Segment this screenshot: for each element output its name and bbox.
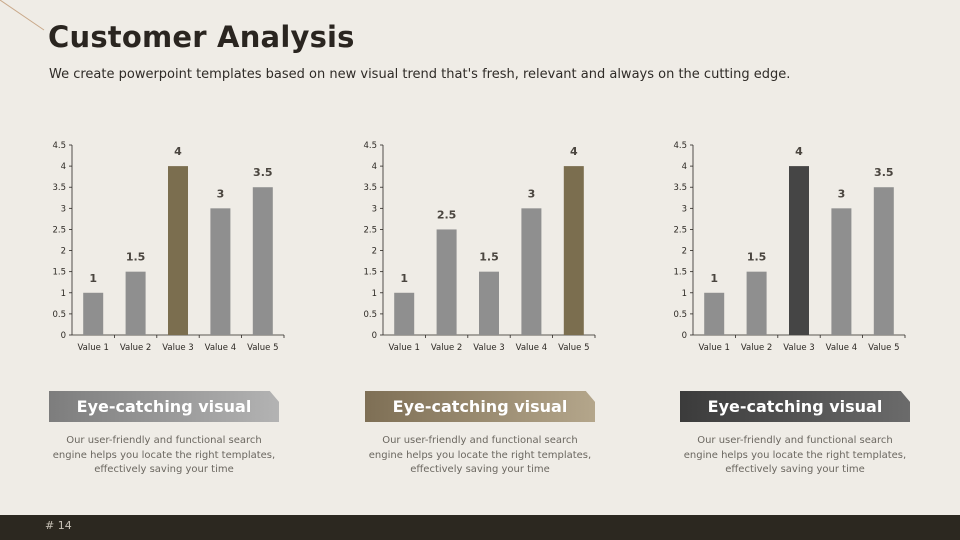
y-tick-label: 3.5 — [52, 183, 66, 193]
page-title: Customer Analysis — [48, 20, 355, 54]
card-2-description: Our user-friendly and functional search … — [368, 435, 592, 475]
page-subtitle: We create powerpoint templates based on … — [49, 67, 791, 82]
bar — [436, 229, 457, 335]
x-tick-label: Value 1 — [698, 343, 729, 353]
card-2-title: Eye-catching visual — [392, 397, 568, 416]
x-tick-label: Value 4 — [826, 343, 857, 353]
y-tick-label: 2 — [61, 247, 66, 257]
data-label: 3 — [838, 187, 846, 200]
y-tick-label: 4.5 — [363, 141, 377, 151]
data-label: 2.5 — [437, 208, 457, 221]
y-tick-label: 0 — [682, 331, 687, 341]
data-label: 1 — [710, 272, 718, 285]
y-tick-label: 4 — [61, 162, 66, 172]
x-tick-label: Value 2 — [120, 343, 151, 353]
x-tick-label: Value 1 — [388, 343, 419, 353]
data-label: 3.5 — [253, 166, 272, 179]
data-label: 1 — [89, 272, 97, 285]
bar — [168, 166, 188, 335]
y-tick-label: 0.5 — [363, 310, 377, 320]
bar — [83, 292, 104, 335]
bar — [831, 208, 852, 335]
y-tick-label: 3 — [682, 204, 687, 214]
bar — [563, 166, 584, 335]
x-tick-label: Value 1 — [77, 343, 108, 353]
bar — [210, 208, 231, 335]
y-tick-label: 1.5 — [673, 268, 687, 278]
x-tick-label: Value 3 — [473, 343, 504, 353]
bar-chart-1-svg: 0 0.5 1 1.5 2 2.5 3 3.5 4 4.5 1 Value 1 1.5 Value 2 4 V… — [52, 141, 285, 353]
y-tick-label: 4.5 — [52, 141, 66, 151]
page-number: # 14 — [45, 519, 72, 532]
bar — [125, 271, 146, 335]
y-tick-label: 1.5 — [52, 268, 66, 278]
data-label: 3 — [217, 187, 225, 200]
y-tick-label: 2.5 — [673, 225, 687, 235]
y-tick-label: 0 — [372, 331, 377, 341]
card-1-banner: Eye-catching visual — [49, 391, 279, 422]
bar — [873, 187, 894, 335]
card-3-description: Our user-friendly and functional search … — [683, 435, 907, 475]
y-tick-label: 4.5 — [673, 141, 687, 151]
bar — [479, 271, 499, 335]
y-tick-label: 1 — [372, 289, 377, 299]
x-tick-label: Value 5 — [868, 343, 899, 353]
x-tick-label: Value 5 — [558, 343, 589, 353]
y-tick-label: 2 — [372, 247, 377, 257]
bar-chart-1: 0 0.5 1 1.5 2 2.5 3 3.5 4 4.5 1 Value 1 1.5 Value 2 4 V… — [40, 130, 300, 370]
data-label: 1.5 — [747, 251, 767, 264]
x-tick-label: Value 3 — [162, 343, 193, 353]
bar — [704, 292, 725, 335]
x-tick-label: Value 4 — [516, 343, 547, 353]
data-label: 3.5 — [874, 166, 894, 179]
bar — [394, 292, 415, 335]
x-tick-label: Value 5 — [247, 343, 278, 353]
bar — [789, 166, 809, 335]
y-tick-label: 3.5 — [363, 183, 377, 193]
x-tick-label: Value 2 — [431, 343, 462, 353]
bar — [252, 187, 273, 335]
y-tick-label: 3 — [372, 204, 377, 214]
card-2-banner: Eye-catching visual — [365, 391, 595, 422]
bar-chart-3: 0 0.5 1 1.5 2 2.5 3 3.5 4 4.5 1 Value 1 1.5 Value 2 4 V… — [661, 130, 921, 370]
data-label: 1.5 — [479, 251, 499, 264]
bar — [746, 271, 767, 335]
footer-bar — [0, 515, 960, 540]
y-tick-label: 0.5 — [52, 310, 66, 320]
y-tick-label: 1 — [61, 289, 66, 299]
data-label: 1.5 — [126, 251, 146, 264]
y-tick-label: 0.5 — [673, 310, 687, 320]
y-tick-label: 3.5 — [673, 183, 687, 193]
y-tick-label: 4 — [372, 162, 377, 172]
y-tick-label: 2.5 — [52, 225, 66, 235]
y-tick-label: 1 — [682, 289, 687, 299]
bar-chart-3-svg: 0 0.5 1 1.5 2 2.5 3 3.5 4 4.5 1 Value 1 1.5 Value 2 4 V… — [673, 141, 906, 353]
card-1-title: Eye-catching visual — [76, 397, 252, 416]
x-tick-label: Value 3 — [783, 343, 814, 353]
card-3-title: Eye-catching visual — [707, 397, 883, 416]
y-tick-label: 1.5 — [363, 268, 377, 278]
card-1-description: Our user-friendly and functional search … — [52, 435, 276, 475]
y-tick-label: 2.5 — [363, 225, 377, 235]
card-3-banner: Eye-catching visual — [680, 391, 910, 422]
data-label: 3 — [528, 187, 536, 200]
bar-chart-2-svg: 0 0.5 1 1.5 2 2.5 3 3.5 4 4.5 1 Value 1 2.5 Value 2 1.… — [363, 141, 596, 353]
x-tick-label: Value 4 — [205, 343, 236, 353]
y-tick-label: 3 — [61, 204, 66, 214]
y-tick-label: 2 — [682, 247, 687, 257]
corner-decoration — [0, 0, 45, 31]
data-label: 4 — [570, 145, 578, 158]
y-tick-label: 0 — [61, 331, 66, 341]
y-tick-label: 4 — [682, 162, 687, 172]
data-label: 4 — [795, 145, 803, 158]
bar-chart-2: 0 0.5 1 1.5 2 2.5 3 3.5 4 4.5 1 Value 1 2.5 Value 2 1.… — [351, 130, 611, 370]
x-tick-label: Value 2 — [741, 343, 772, 353]
data-label: 1 — [400, 272, 408, 285]
data-label: 4 — [174, 145, 182, 158]
bar — [521, 208, 542, 335]
